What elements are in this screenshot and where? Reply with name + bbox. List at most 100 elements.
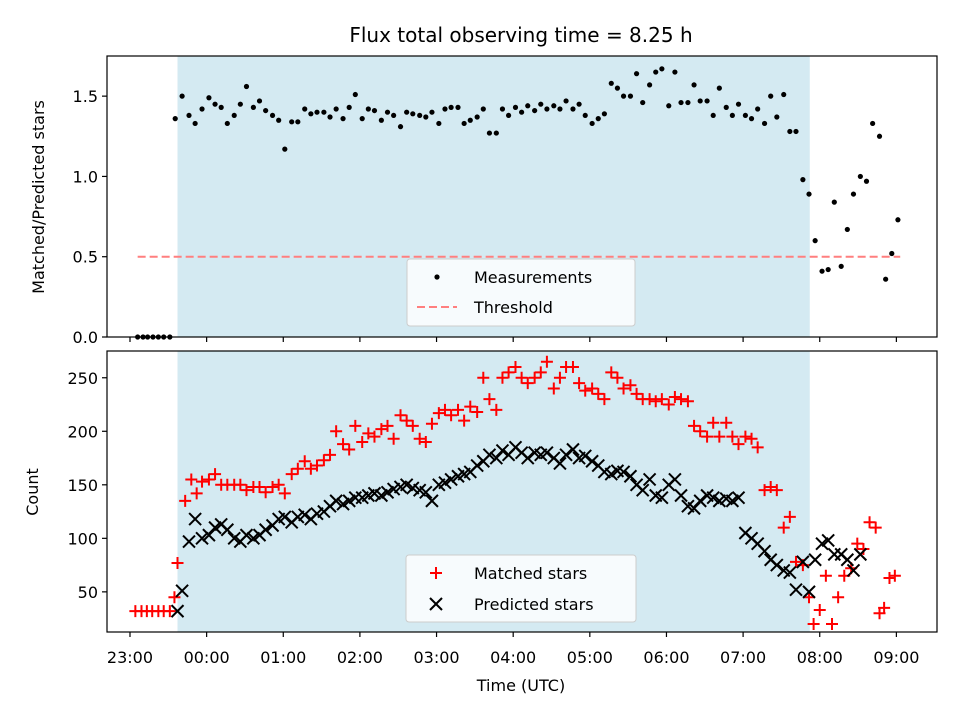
measurement-point — [423, 114, 429, 120]
y-tick-label: 0.5 — [73, 248, 98, 267]
measurement-point — [608, 80, 614, 86]
measurement-point — [199, 106, 205, 112]
measurement-point — [831, 199, 837, 205]
measurement-point — [192, 120, 198, 127]
matched-star-point — [278, 487, 291, 500]
matched-star-point — [758, 484, 771, 497]
star-count-points — [129, 356, 901, 630]
matched-star-point — [547, 382, 560, 395]
matched-star-point — [857, 543, 870, 556]
measurement-point — [704, 98, 710, 104]
matched-star-point — [745, 432, 758, 445]
matched-star-point — [438, 403, 451, 416]
measurement-point — [378, 117, 384, 123]
predicted-star-point — [495, 443, 510, 458]
legend-predicted-label: Predicted stars — [474, 595, 594, 614]
measurement-point — [538, 101, 544, 107]
matched-star-point — [630, 387, 643, 400]
matched-star-point — [592, 387, 605, 400]
measurement-point — [314, 109, 320, 115]
matched-star-point — [419, 435, 432, 448]
measurement-point — [748, 116, 755, 122]
measurement-point — [678, 99, 684, 106]
matched-star-point — [458, 414, 471, 427]
predicted-star-point — [796, 555, 810, 569]
measurement-point — [716, 85, 722, 91]
matched-star-point — [707, 416, 720, 429]
predicted-star-point — [693, 494, 707, 508]
matched-star-point — [681, 395, 694, 408]
measurement-point — [710, 112, 716, 119]
predicted-star-point — [642, 472, 657, 487]
matched-star-point — [662, 398, 675, 411]
predicted-star-point — [635, 483, 650, 497]
top-y-axis-label: Matched/Predicted stars — [29, 100, 48, 294]
measurement-point — [525, 103, 531, 109]
bottom-panel: 50 100 150 200 250 23:00 00:00 01:00 02:00 03:00 0… — [23, 351, 938, 667]
matched-star-point — [477, 371, 490, 384]
measurement-point — [582, 112, 588, 119]
measurement-point — [442, 106, 448, 112]
measurement-point — [499, 106, 506, 112]
matched-star-point — [387, 432, 400, 445]
top-panel: 0.0 0.5 1.0 1.5 Measurements Threshold Matc… — [29, 55, 938, 347]
matched-star-point — [483, 393, 496, 406]
matched-star-point — [310, 459, 323, 472]
y-tick-label: 0.0 — [73, 328, 98, 347]
x-tick-label: 03:00 — [413, 648, 459, 667]
measurement-point — [876, 133, 883, 139]
matched-star-point — [586, 382, 599, 395]
measurement-point — [493, 130, 499, 136]
measurement-point — [787, 128, 793, 135]
measurement-point — [250, 104, 256, 110]
measurement-point — [371, 107, 378, 114]
matched-star-point — [807, 617, 820, 630]
matched-star-point — [869, 521, 882, 534]
matched-star-point — [521, 377, 534, 390]
matched-star-point — [777, 521, 790, 534]
predicted-star-point — [616, 465, 631, 479]
measurement-point — [532, 107, 538, 114]
matched-star-point — [739, 430, 752, 443]
matched-star-point — [375, 423, 388, 436]
matched-star-point — [413, 432, 426, 445]
predicted-star-point — [239, 528, 254, 542]
measurement-point — [282, 146, 288, 152]
predicted-star-point — [482, 448, 497, 462]
matched-star-point — [566, 361, 579, 374]
x-tick-label: 04:00 — [490, 648, 536, 667]
predicted-star-point — [278, 510, 292, 524]
bottom-y-axis-label: Count — [23, 468, 42, 516]
measurement-point — [333, 106, 339, 112]
matched-star-point — [883, 571, 896, 584]
predicted-star-point — [470, 458, 484, 473]
measurement-point — [237, 101, 243, 107]
matched-star-point — [240, 484, 253, 497]
matched-star-point — [304, 462, 317, 475]
measurement-point — [417, 112, 423, 119]
matched-star-point — [851, 537, 864, 550]
measurement-point — [659, 66, 665, 72]
measurement-points — [135, 66, 901, 340]
matched-star-point — [515, 371, 528, 384]
measurement-point — [812, 238, 818, 244]
x-tick-label: 00:00 — [184, 648, 230, 667]
legend-measurements-marker — [434, 274, 440, 280]
measurement-point — [429, 109, 435, 115]
measurement-point — [263, 107, 269, 114]
measurement-point — [276, 117, 282, 123]
measurement-point — [295, 119, 301, 125]
predicted-star-point — [789, 583, 803, 597]
matched-star-point — [643, 393, 656, 406]
matched-star-point — [394, 409, 407, 422]
measurement-point — [384, 109, 391, 115]
legend-matched-marker — [430, 567, 442, 579]
y-tick-label: 1.5 — [73, 87, 98, 106]
measurement-point — [474, 114, 480, 120]
matched-star-point — [259, 486, 272, 499]
measurement-point — [256, 98, 263, 104]
measurement-point — [269, 112, 276, 119]
matched-star-point — [179, 494, 192, 507]
matched-star-point — [764, 480, 777, 493]
